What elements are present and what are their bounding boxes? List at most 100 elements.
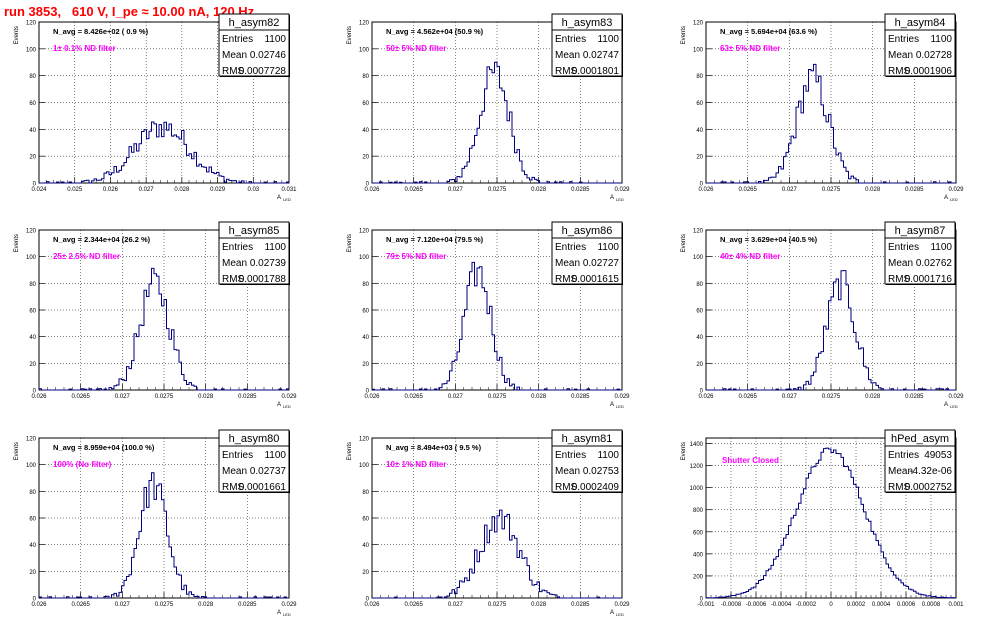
stats-label: Mean bbox=[888, 258, 913, 269]
stats-label: RMS bbox=[555, 66, 578, 77]
stats-title: h_asym86 bbox=[562, 225, 613, 237]
y-tick-label: 60 bbox=[362, 101, 369, 107]
stats-box bbox=[884, 13, 956, 77]
stats-value: 0.0001615 bbox=[572, 274, 620, 285]
x-tick-label: 0.028 bbox=[531, 187, 547, 193]
x-axis-sublabel: LED bbox=[950, 404, 958, 409]
stats-label: Entries bbox=[555, 34, 586, 45]
panel-h_asym83: 0 20 40 60 80 100 120 Events 0.026 0.0265 0.027 0.0… bbox=[347, 13, 630, 202]
x-tick-label: 0.0285 bbox=[238, 394, 257, 400]
stats-value: 0.0002752 bbox=[905, 482, 953, 493]
navg-label: N_avg = 4.562e+04 (50.9 %) bbox=[386, 27, 484, 36]
y-tick-label: 0 bbox=[700, 182, 704, 188]
stats-label: Mean bbox=[555, 466, 580, 477]
y-tick-label: 0 bbox=[700, 597, 704, 603]
x-tick-label: 0.027 bbox=[115, 602, 131, 608]
stats-value: 0.0001661 bbox=[239, 482, 287, 493]
y-axis-label: Events bbox=[14, 26, 20, 44]
x-axis-label: A bbox=[944, 402, 948, 408]
x-axis-label: A bbox=[610, 402, 614, 408]
y-tick-label: 120 bbox=[359, 229, 370, 235]
y-tick-label: 20 bbox=[362, 155, 369, 161]
stats-box bbox=[884, 221, 956, 285]
stats-value: 0.02737 bbox=[250, 466, 287, 477]
x-tick-label: 0.001 bbox=[948, 602, 964, 608]
x-tick-label: 0.026 bbox=[31, 602, 47, 608]
y-tick-label: 1200 bbox=[690, 464, 704, 470]
x-tick-label: 0.0265 bbox=[71, 394, 90, 400]
y-axis-label: Events bbox=[347, 442, 353, 460]
x-tick-label: -0.0006 bbox=[746, 602, 767, 608]
y-tick-label: 80 bbox=[362, 74, 369, 80]
x-tick-label: -0.0008 bbox=[721, 602, 742, 608]
stats-label: Entries bbox=[555, 450, 586, 461]
y-tick-label: 80 bbox=[696, 74, 703, 80]
y-tick-label: 80 bbox=[362, 282, 369, 288]
stats-label: Entries bbox=[888, 242, 919, 253]
y-tick-label: 100 bbox=[26, 47, 37, 53]
x-tick-label: 0.0002 bbox=[847, 602, 866, 608]
y-tick-label: 0 bbox=[366, 389, 370, 395]
x-tick-label: 0.0265 bbox=[738, 187, 757, 193]
y-tick-label: 0 bbox=[366, 182, 370, 188]
x-tick-label: 0.0285 bbox=[905, 394, 924, 400]
x-axis-label: A bbox=[610, 195, 614, 201]
filter-label: 25± 2.5% ND filter bbox=[53, 252, 120, 261]
y-tick-label: 40 bbox=[362, 543, 369, 549]
x-tick-label: 0.027 bbox=[115, 394, 131, 400]
stats-value: 1100 bbox=[597, 242, 619, 253]
x-tick-label: 0.0265 bbox=[404, 394, 423, 400]
x-axis-sublabel: LED bbox=[616, 612, 624, 617]
navg-label: N_avg = 3.629e+04 (40.5 %) bbox=[720, 235, 818, 244]
y-tick-label: 200 bbox=[693, 574, 704, 580]
y-tick-label: 100 bbox=[26, 255, 37, 261]
y-tick-label: 100 bbox=[359, 463, 370, 469]
x-tick-label: 0.027 bbox=[139, 187, 155, 193]
panel-h_asym86: 0 20 40 60 80 100 120 Events 0.026 0.0265 0.027 0.0… bbox=[347, 221, 630, 409]
filter-label: 63± 5% ND filter bbox=[720, 44, 780, 53]
stats-label: Entries bbox=[222, 34, 253, 45]
x-tick-label: 0.0265 bbox=[404, 187, 423, 193]
y-axis-label: Events bbox=[14, 234, 20, 252]
stats-label: Mean bbox=[222, 466, 247, 477]
navg-label: N_avg = 8.494e+03 ( 9.5 %) bbox=[386, 443, 482, 452]
stats-value: 49053 bbox=[924, 450, 952, 461]
y-tick-label: 20 bbox=[696, 155, 703, 161]
histogram-line bbox=[372, 509, 622, 599]
histogram-line bbox=[38, 267, 290, 391]
y-tick-label: 0 bbox=[33, 597, 37, 603]
x-tick-label: 0.0265 bbox=[404, 602, 423, 608]
stats-title: h_asym87 bbox=[895, 225, 946, 237]
x-tick-label: 0.025 bbox=[67, 187, 83, 193]
x-tick-label: 0.0275 bbox=[488, 187, 507, 193]
stats-value: 0.0001906 bbox=[905, 66, 953, 77]
x-tick-label: 0.026 bbox=[364, 394, 380, 400]
y-tick-label: 60 bbox=[29, 517, 36, 523]
y-tick-label: 80 bbox=[29, 282, 36, 288]
x-tick-label: 0.026 bbox=[103, 187, 119, 193]
x-axis-label: A bbox=[277, 195, 281, 201]
x-tick-label: 0.027 bbox=[448, 602, 464, 608]
y-tick-label: 80 bbox=[362, 490, 369, 496]
stats-value: 0.02739 bbox=[250, 258, 287, 269]
y-tick-label: 60 bbox=[29, 101, 36, 107]
stats-value: 0.02753 bbox=[583, 466, 620, 477]
x-tick-label: 0.0285 bbox=[571, 394, 590, 400]
stats-box bbox=[551, 13, 623, 77]
panel-h_asym82: 0 20 40 60 80 100 120 Events 0.024 0.025 0.026 0.02… bbox=[14, 13, 297, 202]
navg-label: N_avg = 7.120e+04 (79.5 %) bbox=[386, 235, 484, 244]
y-tick-label: 100 bbox=[693, 255, 704, 261]
stats-title: h_asym80 bbox=[229, 433, 280, 445]
x-tick-label: 0.0275 bbox=[155, 602, 174, 608]
filter-label: 50± 5% ND filter bbox=[386, 44, 446, 53]
histogram-line bbox=[705, 447, 957, 599]
x-axis-sublabel: LED bbox=[283, 197, 291, 202]
stats-label: RMS bbox=[888, 66, 911, 77]
x-tick-label: 0.027 bbox=[782, 394, 798, 400]
y-tick-label: 40 bbox=[362, 128, 369, 134]
y-tick-label: 120 bbox=[26, 21, 37, 27]
stats-label: RMS bbox=[888, 274, 911, 285]
stats-value: -4.32e-06 bbox=[909, 466, 952, 477]
y-tick-label: 40 bbox=[29, 543, 36, 549]
